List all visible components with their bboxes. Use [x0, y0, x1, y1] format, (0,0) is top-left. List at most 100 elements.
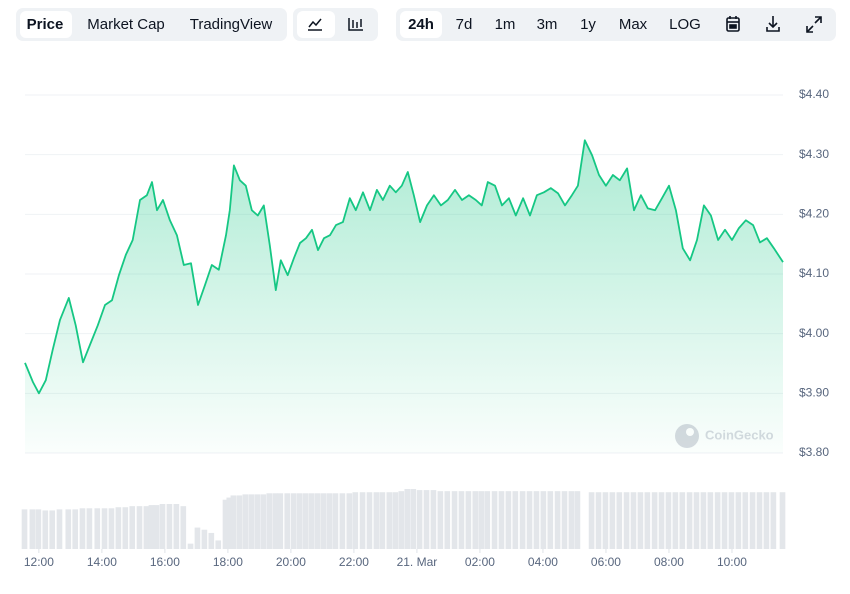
volume-bar: [201, 529, 208, 549]
volume-bar: [763, 492, 770, 549]
selected-range: [400, 11, 442, 38]
volume-bar: [410, 489, 417, 549]
volume-bar: [159, 504, 166, 549]
volume-bar: [595, 492, 602, 549]
volume-bar: [72, 509, 79, 549]
x-tick-label: 22:00: [339, 555, 369, 569]
volume-bar: [512, 491, 519, 549]
volume-bar: [458, 491, 465, 549]
volume-bar: [478, 491, 485, 549]
range-3m[interactable]: 3m: [537, 16, 558, 33]
volume-bar: [533, 491, 540, 549]
volume-bar: [609, 492, 616, 549]
volume-bar: [437, 491, 444, 549]
volume-bar: [505, 491, 512, 549]
volume-bar: [373, 492, 380, 549]
volume-bar: [491, 491, 498, 549]
x-tick-label: 04:00: [528, 555, 558, 569]
volume-bar: [568, 491, 575, 549]
volume-bar: [187, 543, 194, 549]
watermark: CoinGecko: [675, 424, 774, 448]
volume-bar: [136, 506, 143, 549]
watermark-text: CoinGecko: [705, 427, 774, 442]
volume-bar: [101, 508, 108, 549]
volume-bar: [484, 491, 491, 549]
x-tick-label: 02:00: [465, 555, 495, 569]
calendar-icon[interactable]: [726, 16, 740, 32]
volume-bar: [56, 509, 63, 549]
volume-bar: [143, 506, 150, 549]
volume-bar: [166, 504, 173, 549]
volume-bar: [416, 490, 423, 549]
volume-bar: [714, 492, 721, 549]
x-tick-label: 14:00: [87, 555, 117, 569]
volume-bar: [728, 492, 735, 549]
volume-bar: [616, 492, 623, 549]
view-tabs: [16, 8, 287, 41]
volume-bar: [230, 495, 237, 549]
volume-bar: [526, 491, 533, 549]
volume-bar: [700, 492, 707, 549]
volume-bar: [79, 508, 86, 549]
volume-bar: [226, 497, 233, 549]
tradingview-tab[interactable]: TradingView: [190, 16, 273, 33]
volume-bar: [444, 491, 451, 549]
volume-bar: [588, 492, 595, 549]
price-area: [25, 140, 783, 454]
x-tick-label: 08:00: [654, 555, 684, 569]
plot-area: [21, 139, 786, 549]
volume-bar: [770, 492, 777, 549]
download-icon[interactable]: [766, 16, 780, 32]
volume-bar: [266, 493, 273, 549]
fullscreen-icon[interactable]: [806, 16, 822, 33]
price-tab[interactable]: Price: [27, 16, 64, 33]
y-tick-label: $4.00: [799, 326, 829, 340]
volume-bar: [115, 507, 122, 549]
x-tick-label: 21. Mar: [397, 555, 438, 569]
volume-bar: [260, 494, 267, 549]
volume-bar: [721, 492, 728, 549]
volume-bar: [290, 493, 297, 549]
y-tick-label: $4.30: [799, 147, 829, 161]
volume-bar: [465, 491, 472, 549]
volume-bar: [65, 509, 72, 549]
volume-bar: [42, 510, 49, 549]
volume-bar: [272, 493, 279, 549]
line-chart-icon[interactable]: [308, 18, 322, 31]
log-toggle[interactable]: LOG: [669, 16, 701, 33]
x-tick-label: 10:00: [717, 555, 747, 569]
y-tick-label: $3.80: [799, 445, 829, 459]
volume-bar: [326, 493, 333, 549]
x-tick-label: 16:00: [150, 555, 180, 569]
volume-bar: [254, 494, 261, 549]
volume-bar: [658, 492, 665, 549]
volume-bar: [707, 492, 714, 549]
volume-bar: [651, 492, 658, 549]
volume-bar: [86, 508, 93, 549]
volume-bar: [554, 491, 561, 549]
range-1y[interactable]: 1y: [580, 16, 596, 33]
candle-chart-icon[interactable]: [348, 18, 363, 31]
volume-bar: [735, 492, 742, 549]
volume-bar: [630, 492, 637, 549]
volume-bar: [430, 490, 437, 549]
selected-tab: [20, 11, 72, 38]
range-7d[interactable]: 7d: [456, 16, 473, 33]
volume-bar: [756, 492, 763, 549]
market-cap-tab[interactable]: Market Cap: [87, 16, 165, 33]
volume-bar: [308, 493, 315, 549]
volume-bar: [346, 493, 353, 549]
range-1m[interactable]: 1m: [495, 16, 516, 33]
volume-bar: [498, 491, 505, 549]
volume-bar: [540, 491, 547, 549]
range-max[interactable]: Max: [619, 16, 648, 33]
volume-bar: [122, 507, 129, 549]
volume-bar: [519, 491, 526, 549]
volume-bar: [277, 493, 284, 549]
volume-bar: [302, 493, 309, 549]
volume-bar: [679, 492, 686, 549]
volume-bar: [359, 492, 366, 549]
volume-bar: [392, 492, 399, 549]
range-24h[interactable]: 24h: [408, 16, 434, 33]
volume-bar: [623, 492, 630, 549]
